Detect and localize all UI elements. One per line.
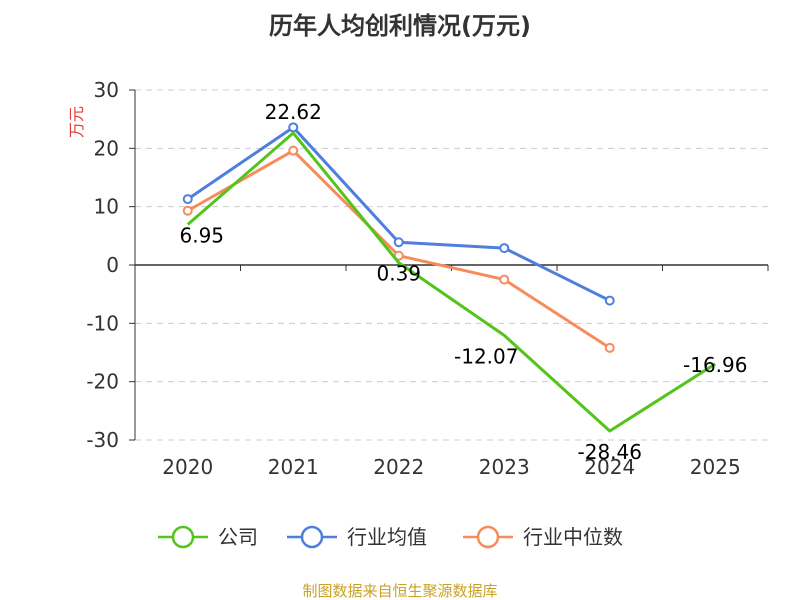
legend-label: 行业均值 [347,525,427,549]
data-label: -16.96 [683,353,747,377]
y-tick-label: -20 [86,370,119,394]
data-label: -12.07 [454,344,518,368]
data-point [499,274,510,285]
x-tick-label: 2020 [162,455,213,479]
y-tick-label: -10 [86,311,119,335]
y-tick-label: 10 [94,195,119,219]
x-tick-label: 2022 [373,455,424,479]
data-label: 6.95 [179,223,224,247]
data-point [499,243,510,254]
data-point [393,237,404,248]
data-label: -28.46 [578,440,642,464]
series-line-3 [187,149,611,350]
x-tick-label: 2025 [690,455,741,479]
data-labels: 6.95 22.62 0.39 -12.07 -28.46 -16.96 [179,100,747,464]
legend: 公司 行业均值 行业中位数 [158,525,623,549]
series-lines [182,122,717,433]
y-axis-label: 万元 [67,106,86,138]
legend-label: 公司 [218,525,258,549]
axes: 30 20 10 0 -10 -20 -30 2020 2021 2022 2023 2024 2025 [86,78,769,479]
chart-title: 历年人均创利情况(万元) [269,12,531,40]
data-point [604,342,615,353]
data-point [182,194,193,205]
y-tick-label: -30 [86,428,119,452]
data-point [288,122,299,133]
data-label: 22.62 [265,100,322,124]
legend-marker [476,525,500,549]
data-point [288,145,299,156]
y-tick-label: 0 [106,253,119,277]
y-tick-label: 30 [94,78,119,102]
x-tick-label: 2021 [268,455,319,479]
series-line-1 [186,131,717,433]
legend-marker [171,525,195,549]
x-tick-label: 2023 [479,455,530,479]
x-tick-label: 2024 [584,455,635,479]
source-note: 制图数据来自恒生聚源数据库 [302,582,497,600]
data-label: 0.39 [376,262,421,286]
data-point [604,295,615,306]
legend-label: 行业中位数 [523,525,623,549]
legend-marker [300,525,324,549]
data-point [182,205,193,216]
y-tick-label: 20 [94,136,119,160]
